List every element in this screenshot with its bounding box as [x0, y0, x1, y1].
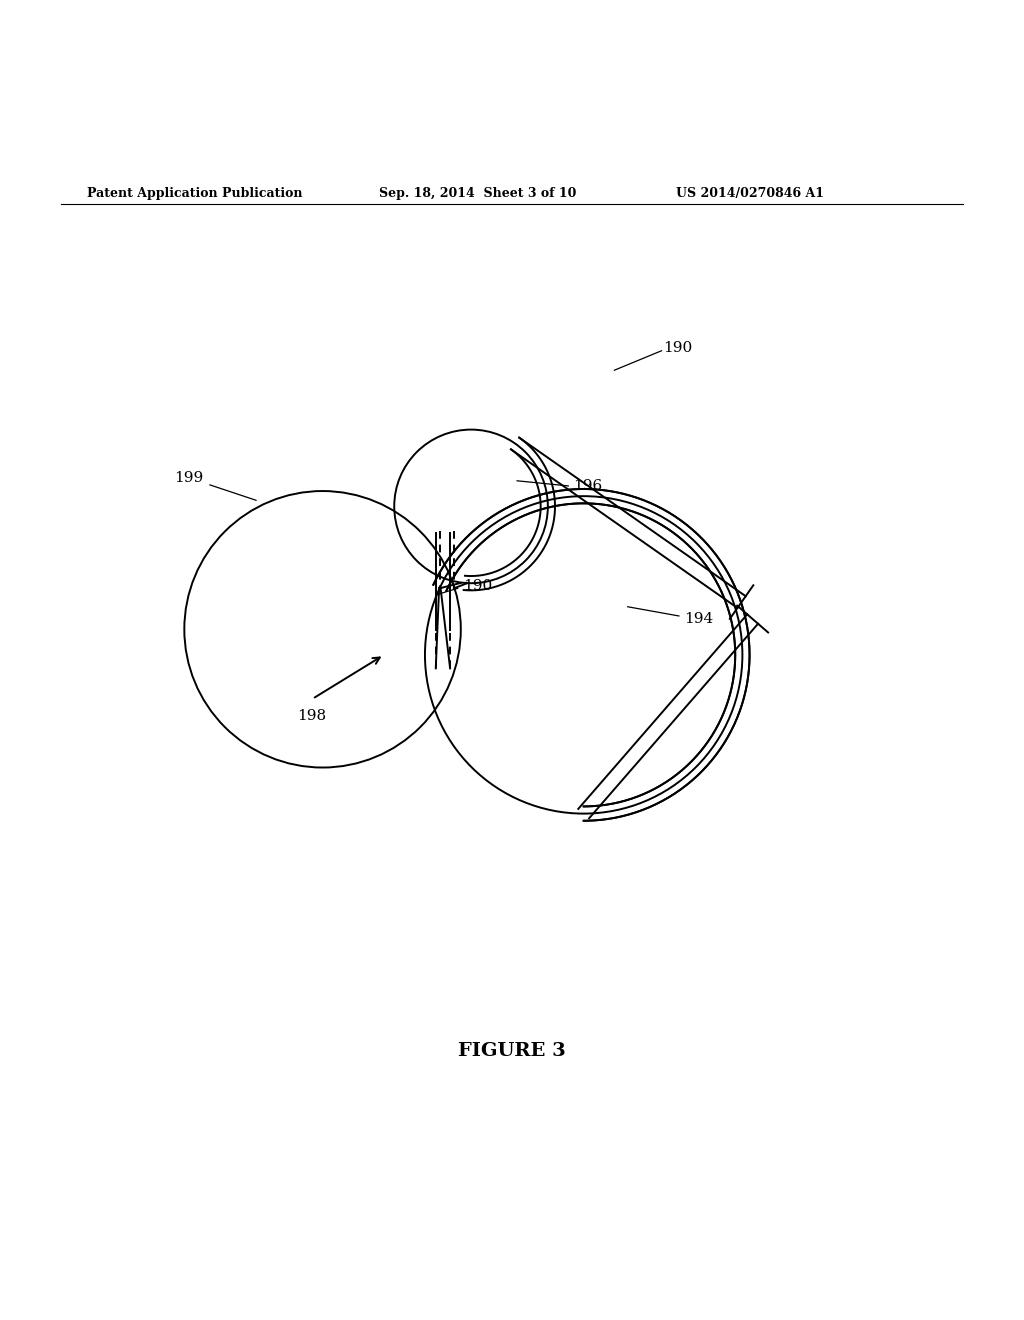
Text: FIGURE 3: FIGURE 3	[458, 1043, 566, 1060]
Text: 190: 190	[463, 579, 493, 593]
Text: Patent Application Publication: Patent Application Publication	[87, 187, 302, 199]
Text: US 2014/0270846 A1: US 2014/0270846 A1	[676, 187, 824, 199]
Text: 194: 194	[684, 612, 714, 626]
Text: 199: 199	[174, 471, 204, 484]
Text: 198: 198	[297, 709, 326, 723]
Text: Sep. 18, 2014  Sheet 3 of 10: Sep. 18, 2014 Sheet 3 of 10	[379, 187, 577, 199]
Text: 196: 196	[573, 479, 603, 492]
Text: 190: 190	[664, 341, 693, 355]
